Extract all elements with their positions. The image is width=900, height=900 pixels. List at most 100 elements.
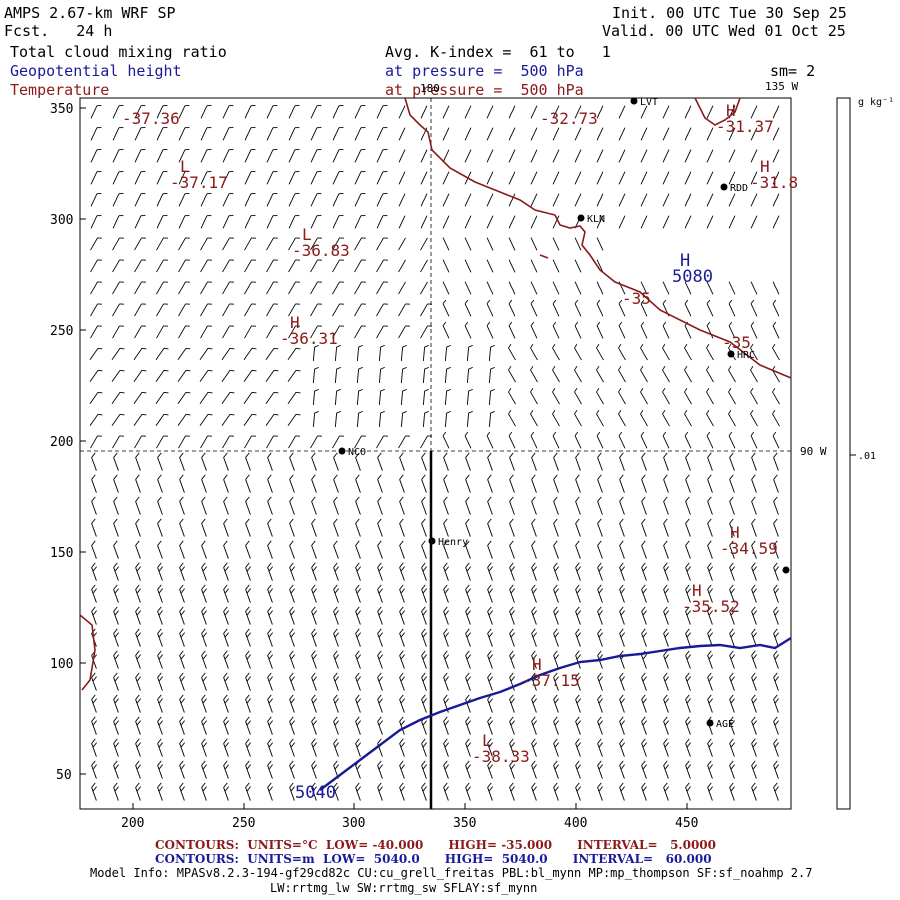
wind-barb: [356, 366, 363, 384]
wind-barb: [509, 540, 515, 559]
wind-barb: [443, 760, 449, 779]
wind-barb: [333, 584, 339, 603]
wind-barb: [287, 347, 301, 360]
wind-barb: [773, 518, 779, 537]
wind-barb: [178, 215, 190, 229]
wind-barb: [199, 369, 213, 382]
wind-barb: [464, 237, 472, 251]
wind-barb: [289, 562, 295, 581]
wind-barb: [487, 716, 493, 735]
wind-barb: [596, 259, 604, 273]
wind-barb: [312, 388, 319, 406]
wind-barb: [376, 105, 388, 119]
wind-barb: [266, 171, 278, 185]
wind-barb: [178, 105, 190, 119]
wind-barb: [376, 237, 388, 251]
wind-barb: [553, 650, 559, 669]
valid-time: Valid. 00 UTC Wed 01 Oct 25: [602, 22, 846, 40]
wind-barb: [685, 716, 691, 735]
wind-barb: [553, 540, 559, 559]
wind-barb: [310, 237, 322, 251]
wind-barb: [707, 628, 713, 647]
wind-barb: [487, 518, 493, 537]
wind-barb: [729, 584, 735, 603]
wind-barb: [728, 409, 736, 427]
wind-barb: [177, 391, 191, 404]
x-tick-label: 300: [342, 816, 365, 831]
wind-barb: [442, 171, 450, 185]
wind-barb: [706, 321, 714, 339]
wind-barb: [201, 474, 207, 493]
wind-barb: [398, 149, 406, 163]
wind-barb: [179, 650, 185, 669]
wind-barb: [772, 281, 780, 295]
wind-barb: [531, 716, 537, 735]
wind-barb: [465, 672, 471, 691]
wind-barb: [508, 409, 516, 427]
wind-barb: [91, 518, 97, 537]
wind-barb: [289, 694, 295, 713]
wind-barb: [508, 365, 516, 383]
wind-barb: [750, 343, 758, 361]
wind-barb: [311, 760, 317, 779]
wind-barb: [243, 413, 257, 426]
wind-barb: [443, 606, 449, 625]
wind-barb: [377, 694, 383, 713]
wind-barb: [223, 716, 229, 735]
wind-barb: [750, 171, 758, 185]
wind-barb: [575, 694, 581, 713]
wind-barb: [376, 127, 388, 141]
wind-barb: [662, 149, 670, 163]
wind-barb: [685, 782, 691, 801]
y-tick-label: 100: [50, 657, 73, 672]
wind-barb: [267, 650, 273, 669]
wind-barb: [552, 387, 560, 405]
wind-barb: [378, 410, 385, 428]
wind-barb: [178, 193, 190, 207]
wind-barb: [619, 474, 625, 493]
wind-barb: [464, 321, 472, 339]
wind-barb: [135, 474, 141, 493]
wind-barb: [223, 694, 229, 713]
wind-barb: [135, 760, 141, 779]
wind-barb: [157, 518, 163, 537]
wind-barb: [311, 540, 317, 559]
wind-barb: [662, 343, 670, 361]
temp-hl-marker: H: [692, 581, 702, 600]
wind-barb: [729, 738, 735, 757]
wind-barb: [553, 606, 559, 625]
wind-barb: [244, 171, 256, 185]
wind-barb: [619, 738, 625, 757]
wind-barb: [201, 738, 207, 757]
wind-barb: [640, 105, 648, 119]
wind-barb: [355, 452, 361, 471]
wind-barb: [574, 409, 582, 427]
wind-barb: [641, 606, 647, 625]
temp-contour-info: CONTOURS: UNITS=°C LOW= -40.000 HIGH= -3…: [155, 838, 717, 852]
wind-barb: [112, 193, 124, 207]
wind-barb: [773, 650, 779, 669]
wind-barb: [399, 650, 405, 669]
wind-barb: [421, 518, 427, 537]
wind-barb: [486, 431, 494, 449]
wind-barb: [486, 193, 494, 207]
station-label: HRC: [737, 350, 755, 361]
wind-barb: [223, 650, 229, 669]
wind-barb: [728, 299, 736, 317]
wind-barb: [508, 343, 516, 361]
wind-barb: [773, 474, 779, 493]
x-tick-label: 350: [453, 816, 476, 831]
wind-barb: [377, 628, 383, 647]
wind-barb: [221, 413, 235, 426]
wind-barb: [575, 496, 581, 515]
wind-barb: [597, 738, 603, 757]
wind-barb: [574, 171, 582, 185]
wind-barb: [134, 105, 146, 119]
axis-ticks: 200 250 300 350 400 450 50 100 150 200 250 300 350: [50, 102, 698, 831]
wind-barb: [333, 452, 339, 471]
wind-barb: [156, 105, 168, 119]
wind-barb: [377, 518, 383, 537]
wind-barb: [201, 694, 207, 713]
wind-barb: [310, 281, 322, 295]
wind-barb: [157, 606, 163, 625]
